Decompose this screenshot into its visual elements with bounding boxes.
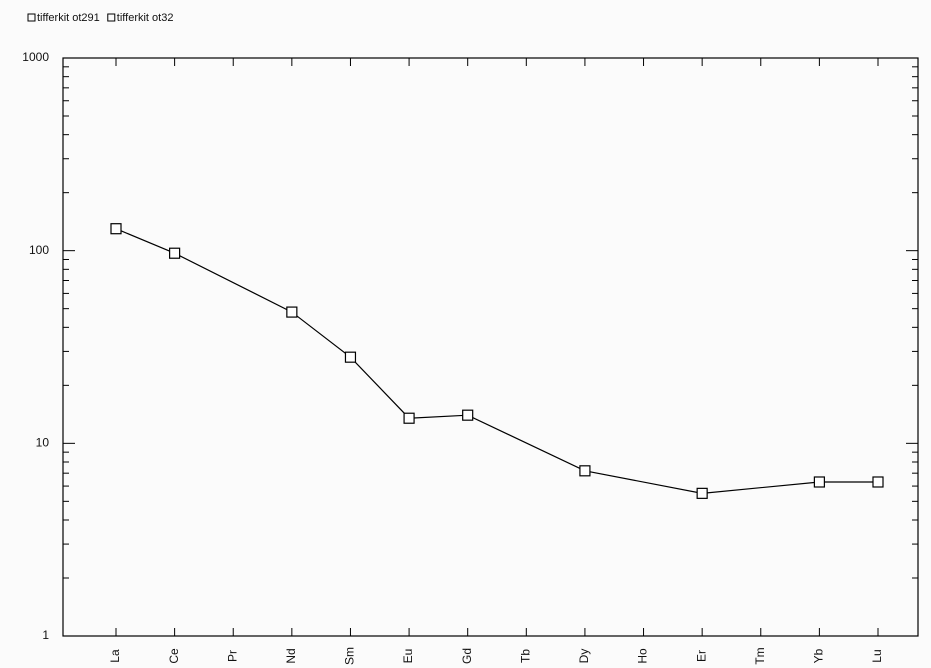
data-point: [696, 487, 708, 499]
data-point: [403, 412, 415, 424]
x-tick-label: Tm: [753, 647, 767, 664]
x-tick-label: Er: [694, 650, 708, 662]
x-tick-label: Dy: [577, 649, 591, 664]
legend-label: tifferkit ot32: [117, 12, 174, 24]
x-tick-label: Pr: [225, 650, 239, 662]
x-tick-label: Sm: [343, 647, 357, 665]
legend-marker: [27, 13, 36, 22]
legend-marker: [107, 13, 116, 22]
x-tick-label: Gd: [460, 648, 474, 664]
x-tick-label: Yb: [812, 648, 826, 663]
data-point: [813, 476, 825, 488]
data-point: [110, 223, 122, 235]
data-point: [872, 476, 884, 488]
x-tick-label: Eu: [401, 649, 415, 664]
data-point: [286, 306, 298, 318]
y-tick-label: 1: [42, 628, 49, 642]
x-tick-label: La: [108, 649, 122, 663]
x-tick-label: Tb: [518, 649, 532, 663]
plot-frame: [62, 57, 919, 637]
data-point: [169, 247, 181, 259]
x-tick-label: Ce: [167, 648, 181, 664]
data-point: [462, 409, 474, 421]
x-tick-label: Lu: [870, 649, 884, 662]
y-tick-label: 100: [29, 243, 49, 257]
x-tick-label: Nd: [284, 648, 298, 663]
x-tick-label: Ho: [636, 648, 650, 664]
legend-label: tifferkit ot291: [37, 12, 100, 24]
data-line: [115, 228, 878, 494]
data-point: [344, 351, 357, 363]
y-tick-label: 10: [36, 436, 50, 450]
data-point: [579, 465, 591, 477]
y-tick-label: 1000: [22, 50, 49, 64]
